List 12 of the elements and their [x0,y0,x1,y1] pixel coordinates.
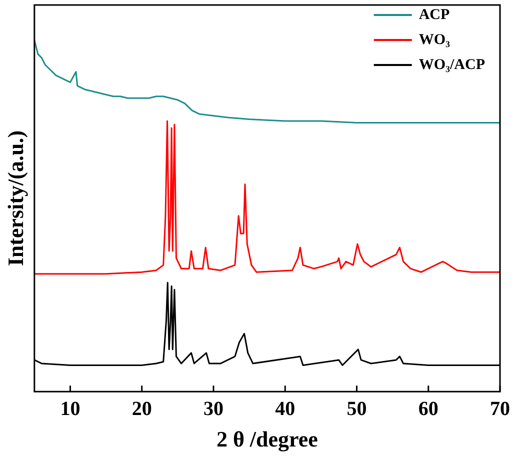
legend-label: ACP [418,6,450,23]
x-tick-label: 40 [275,398,296,420]
y-axis-title: Intersity/(a.u.) [2,130,28,266]
legend-label: WO₃/ACP [418,56,486,73]
x-tick-label: 50 [346,398,367,420]
x-axis-title: 2 θ /degree [216,426,318,452]
x-tick-label: 20 [132,398,152,420]
legend-label: WO₃ [418,32,451,48]
x-tick-label: 60 [418,398,438,420]
x-tick-label: 10 [60,398,80,420]
x-tick-label: 30 [203,398,224,420]
x-tick-label: 70 [490,398,510,420]
